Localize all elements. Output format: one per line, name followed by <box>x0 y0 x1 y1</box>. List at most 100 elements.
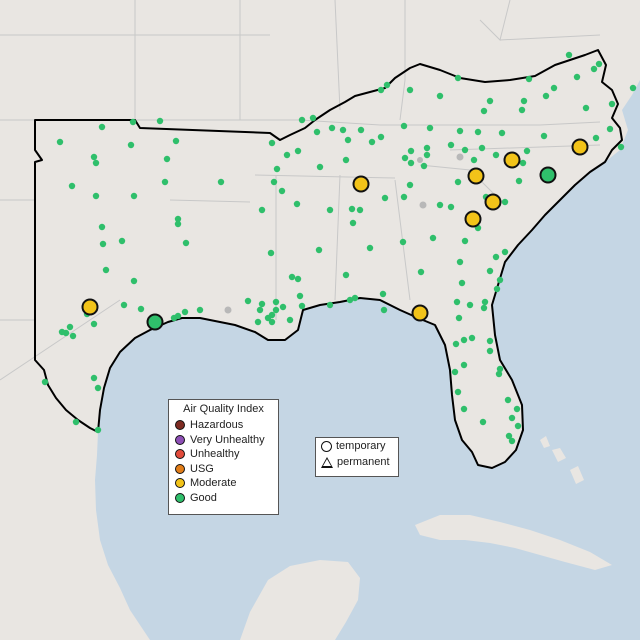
good-monitor-dot <box>447 203 455 211</box>
yucatan <box>240 560 360 640</box>
good-swatch-icon <box>175 492 185 503</box>
good-monitor-dot <box>267 249 275 257</box>
good-monitor-dot <box>174 215 182 223</box>
good-monitor-dot <box>256 306 264 314</box>
good-monitor-dot <box>523 147 531 155</box>
state-borders <box>0 0 601 381</box>
temporary-monitor-marker[interactable] <box>484 193 502 211</box>
very-unhealthy-swatch-icon <box>175 434 185 445</box>
unhealthy-swatch-icon <box>175 449 185 460</box>
good-monitor-dot <box>90 153 98 161</box>
good-monitor-dot <box>377 133 385 141</box>
temporary-monitor-marker[interactable] <box>352 175 370 193</box>
good-monitor-dot <box>456 258 464 266</box>
temporary-monitor-marker[interactable] <box>571 138 589 156</box>
legend-item-permanent: permanent <box>316 454 398 470</box>
good-monitor-dot <box>508 437 516 445</box>
good-monitor-dot <box>326 206 334 214</box>
good-monitor-dot <box>470 156 478 164</box>
good-monitor-dot <box>279 303 287 311</box>
good-monitor-dot <box>466 301 474 309</box>
good-monitor-dot <box>58 328 66 336</box>
good-monitor-dot <box>460 361 468 369</box>
small-good-monitors <box>41 51 637 445</box>
hazardous-swatch-icon <box>175 420 185 431</box>
good-monitor-dot <box>172 137 180 145</box>
legend-item-good: Good <box>169 491 278 506</box>
legend-title: Air Quality Index <box>183 403 264 415</box>
good-monitor-dot <box>452 340 460 348</box>
good-monitor-dot <box>492 151 500 159</box>
good-monitor-dot <box>69 332 77 340</box>
good-monitor-dot <box>436 92 444 100</box>
temporary-monitor-marker[interactable] <box>467 167 485 185</box>
good-monitor-dot <box>429 234 437 242</box>
good-monitor-dot <box>608 100 616 108</box>
good-monitor-dot <box>582 104 590 112</box>
monitor-type-legend: temporary permanent <box>315 437 399 477</box>
good-monitor-dot <box>293 200 301 208</box>
good-monitor-dot <box>244 297 252 305</box>
good-monitor-dot <box>407 147 415 155</box>
cuba <box>415 515 612 570</box>
good-monitor-dot <box>492 253 500 261</box>
good-monitor-dot <box>309 114 317 122</box>
good-monitor-dot <box>606 125 614 133</box>
good-monitor-dot <box>525 75 533 83</box>
temporary-monitor-marker[interactable] <box>81 298 99 316</box>
good-monitor-dot <box>505 432 513 440</box>
good-monitor-dot <box>273 165 281 173</box>
good-monitor-dot <box>519 159 527 167</box>
good-monitor-dot <box>351 294 359 302</box>
good-monitor-dot <box>595 60 603 68</box>
good-monitor-dot <box>479 418 487 426</box>
good-monitor-dot <box>102 266 110 274</box>
good-monitor-dot <box>56 138 64 146</box>
good-monitor-dot <box>196 306 204 314</box>
good-monitor-dot <box>316 163 324 171</box>
legend-item-moderate: Moderate <box>169 476 278 491</box>
temporary-monitor-marker[interactable] <box>464 210 482 228</box>
good-monitor-dot <box>326 301 334 309</box>
good-monitor-dot <box>423 144 431 152</box>
good-monitor-dot <box>496 276 504 284</box>
temporary-monitor-marker[interactable] <box>539 166 557 184</box>
good-monitor-dot <box>268 311 276 319</box>
good-monitor-dot <box>66 323 74 331</box>
good-monitor-dot <box>339 126 347 134</box>
good-monitor-dot <box>181 308 189 316</box>
good-monitor-dot <box>278 187 286 195</box>
good-monitor-dot <box>156 117 164 125</box>
good-monitor-dot <box>520 97 528 105</box>
good-monitor-dot <box>288 273 296 281</box>
good-monitor-dot <box>283 151 291 159</box>
good-monitor-dot <box>455 314 463 322</box>
large-monitors <box>81 138 589 331</box>
temporary-monitor-marker[interactable] <box>503 151 521 169</box>
good-monitor-dot <box>254 318 262 326</box>
good-monitor-dot <box>423 151 431 159</box>
temporary-monitor-marker[interactable] <box>411 304 429 322</box>
legend-item-usg: USG <box>169 462 278 477</box>
good-monitor-dot <box>342 271 350 279</box>
good-monitor-dot <box>426 124 434 132</box>
temporary-monitor-marker[interactable] <box>146 313 164 331</box>
good-monitor-dot <box>407 159 415 167</box>
good-monitor-dot <box>41 378 49 386</box>
good-monitor-dot <box>174 220 182 228</box>
good-monitor-dot <box>92 192 100 200</box>
good-monitor-dot <box>565 51 573 59</box>
good-monitor-dot <box>629 84 637 92</box>
good-monitor-dot <box>436 201 444 209</box>
good-monitor-dot <box>94 384 102 392</box>
good-monitor-dot <box>406 86 414 94</box>
good-monitor-dot <box>258 300 266 308</box>
good-monitor-dot <box>294 275 302 283</box>
good-monitor-dot <box>514 422 522 430</box>
good-monitor-dot <box>90 374 98 382</box>
good-monitor-dot <box>460 405 468 413</box>
good-monitor-dot <box>474 128 482 136</box>
good-monitor-dot <box>493 285 501 293</box>
good-monitor-dot <box>447 141 455 149</box>
good-monitor-dot <box>296 292 304 300</box>
